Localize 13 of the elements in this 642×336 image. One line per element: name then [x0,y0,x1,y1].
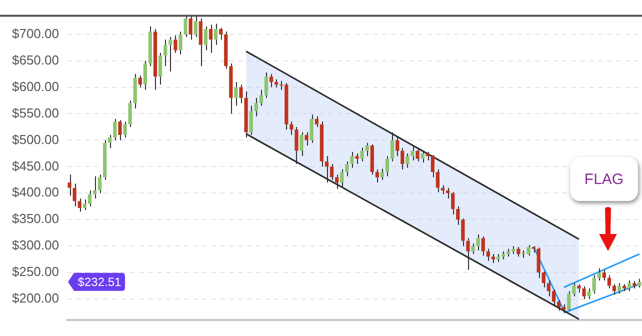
y-tick-label: $550.00 [12,105,59,120]
annotation: FLAG [570,157,638,201]
y-tick-label: $600.00 [12,78,59,94]
y-tick-label: $500.00 [12,132,59,147]
y-tick-label: $300.00 [12,238,59,253]
y-tick-label: $350.00 [12,211,59,226]
y-tick-label: $650.00 [12,52,59,68]
y-tick-label: $700.00 [12,26,59,41]
y-tick-label: $450.00 [12,158,59,174]
y-tick-label: $250.00 [12,264,59,280]
y-tick-label: $400.00 [12,184,59,200]
y-tick-label: $200.00 [12,290,59,306]
annotation: $232.51 [78,275,122,290]
